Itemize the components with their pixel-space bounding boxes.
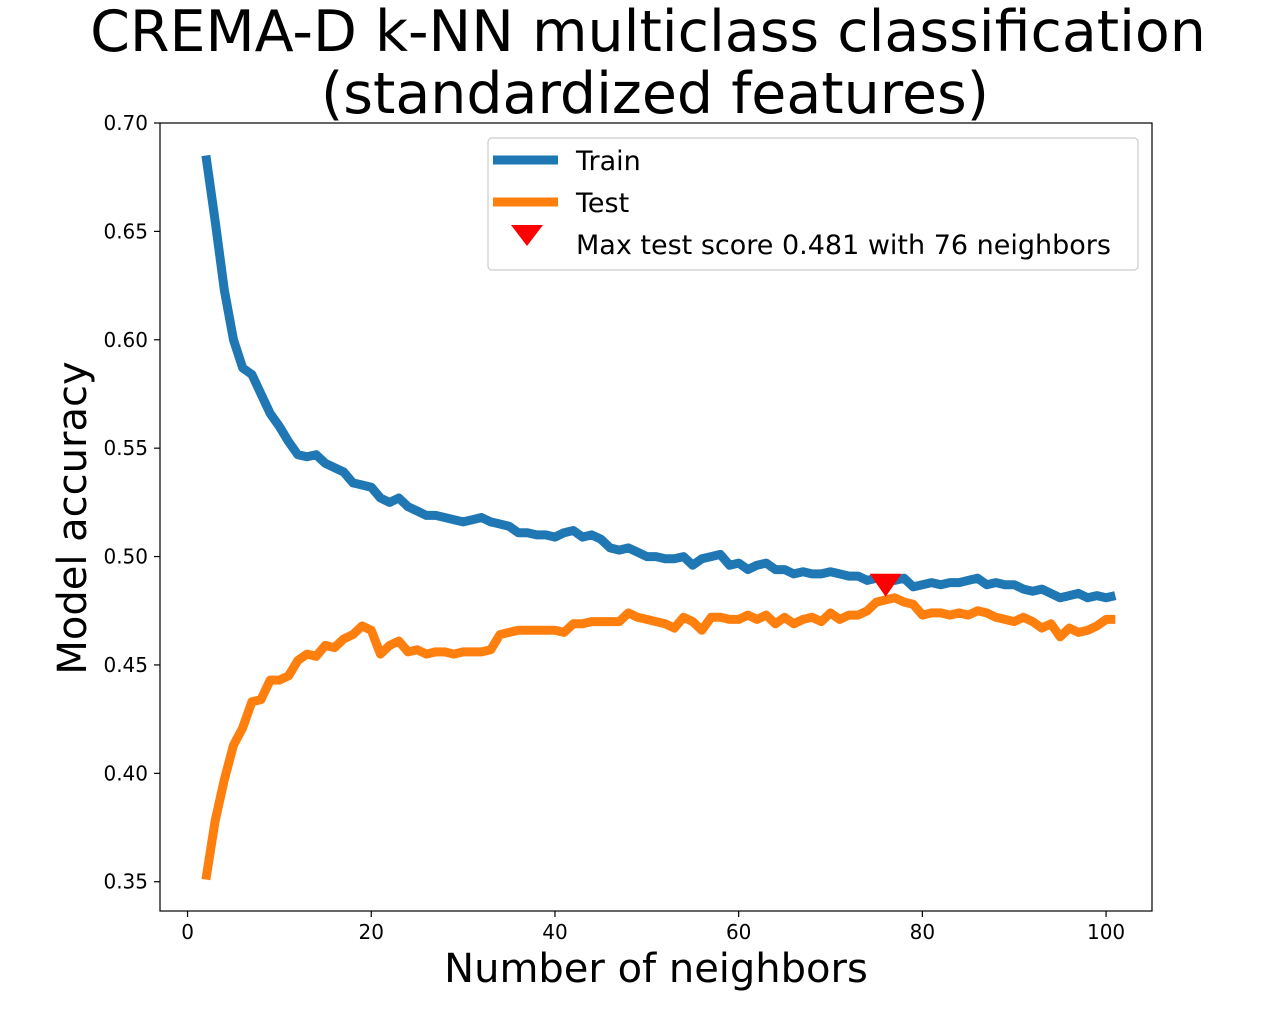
- legend-test-label: Test: [575, 188, 629, 219]
- legend-max-marker: [511, 225, 543, 246]
- x-tick-label: 40: [542, 920, 567, 944]
- y-axis-label: Model accuracy: [50, 361, 96, 674]
- plot-area: [159, 122, 1153, 912]
- max-test-marker: [869, 573, 902, 597]
- y-tick-label: 0.45: [103, 653, 148, 677]
- y-tick-label: 0.70: [103, 111, 148, 135]
- x-axis-label: Number of neighbors: [444, 946, 868, 992]
- x-tick-label: 60: [726, 920, 751, 944]
- y-tick-label: 0.55: [103, 436, 148, 460]
- x-tick-label: 0: [181, 920, 194, 944]
- marker-layer: [869, 573, 902, 597]
- y-axis-ticks: 0.35 0.40 0.45 0.50 0.55 0.60 0.65 0.70: [103, 111, 160, 894]
- legend-box: [487, 137, 1139, 271]
- series-layer: [201, 154, 1117, 881]
- legend-max-label: Max test score 0.481 with 76 neighbors: [576, 230, 1111, 261]
- x-axis-ticks: 0 20 40 60 80 100: [181, 911, 1125, 944]
- legend-train-label: Train: [575, 146, 641, 177]
- y-tick-label: 0.60: [103, 328, 148, 352]
- legend: Train Test Max test score 0.481 with 76 …: [487, 137, 1139, 271]
- x-tick-label: 20: [359, 920, 384, 944]
- x-tick-label: 100: [1087, 920, 1125, 944]
- x-tick-label: 80: [910, 920, 935, 944]
- plot-frame: [159, 122, 1153, 912]
- y-tick-label: 0.35: [103, 870, 148, 894]
- y-tick-label: 0.50: [103, 545, 148, 569]
- y-tick-label: 0.65: [103, 219, 148, 243]
- chart-title-line2: (standardized features): [321, 61, 989, 127]
- y-tick-label: 0.40: [103, 761, 148, 785]
- series-line-train: [201, 154, 1117, 603]
- chart-title-line1: CREMA-D k-NN multiclass classification: [90, 0, 1206, 65]
- series-line-test: [201, 593, 1116, 881]
